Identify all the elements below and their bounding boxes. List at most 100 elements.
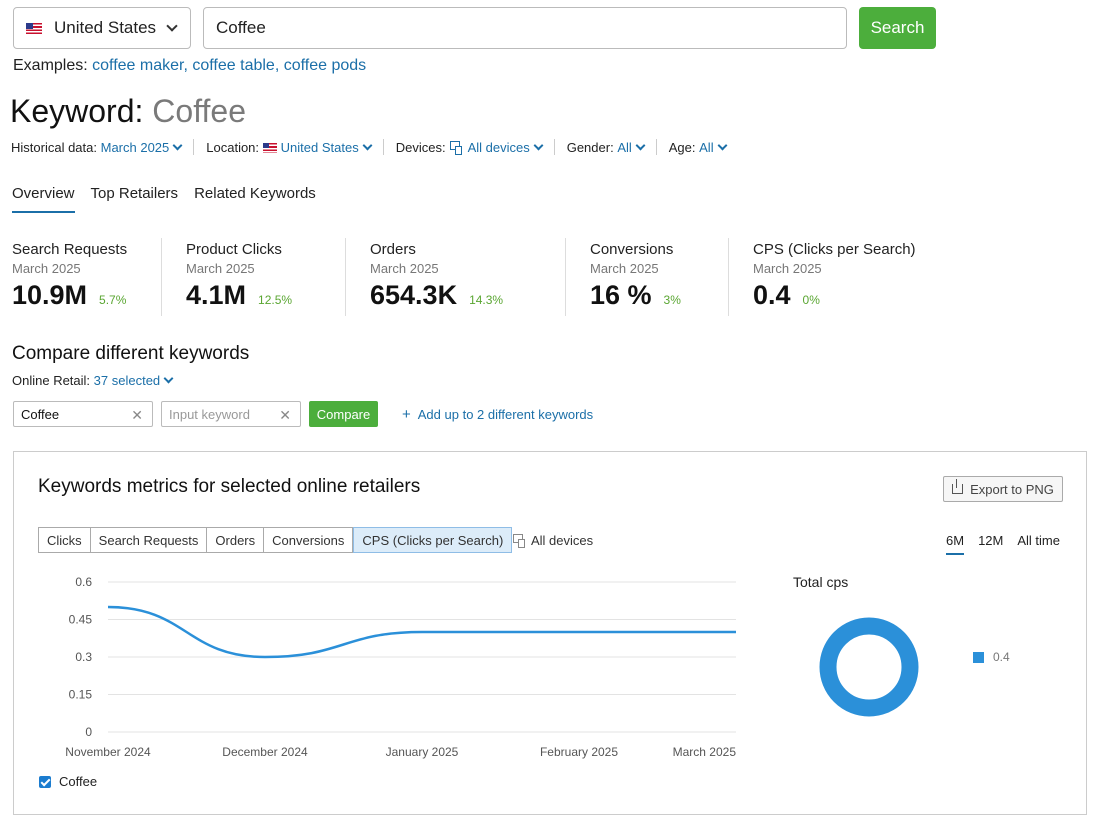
metric-value: 16 % [590,280,652,310]
x-tick-label: November 2024 [65,745,151,759]
plus-icon: + [402,406,411,423]
metric-product-clicks: Product Clicks March 2025 4.1M 12.5% [186,238,346,316]
metric-change: 0% [802,293,820,307]
metric-value: 4.1M [186,280,247,310]
metric-search-requests: Search Requests March 2025 10.9M 5.7% [12,238,162,316]
add-keywords-label: Add up to 2 different keywords [417,407,594,422]
close-icon[interactable]: ✕ [279,407,291,423]
tab-cps[interactable]: CPS (Clicks per Search) [353,527,513,553]
chevron-down-icon [533,140,544,150]
metric-name: Product Clicks [186,241,282,258]
export-label: Export to PNG [970,481,1054,497]
metric-change: 5.7% [99,293,127,307]
chevron-down-icon [717,140,728,150]
gender-value: All [617,139,632,155]
devices-icon [449,140,462,155]
x-tick-label: December 2024 [222,745,308,759]
export-icon [952,479,964,494]
retail-label: Online Retail: [12,373,91,388]
historical-value: March 2025 [100,139,170,155]
metric-value: 0.4 [753,280,791,310]
legend-label: Coffee [59,774,98,789]
metric-name: Orders [370,241,416,258]
divider [655,139,657,155]
divider [382,139,384,155]
historical-label: Historical data: [11,139,97,155]
metric-cps: CPS (Clicks per Search) March 2025 0.4 0% [753,238,953,316]
keyword-input-value: Coffee [21,406,60,422]
search-input[interactable] [203,7,847,49]
title-keyword: Coffee [152,93,246,129]
export-png-button[interactable]: Export to PNG [943,476,1063,502]
metric-orders: Orders March 2025 654.3K 14.3% [370,238,566,316]
x-tick-label: February 2025 [540,745,618,759]
metric-date: March 2025 [12,261,81,276]
x-tick-label: January 2025 [386,745,459,759]
compare-title: Compare different keywords [12,343,250,364]
retail-value: 37 selected [93,373,161,388]
range-all-time[interactable]: All time [1017,533,1060,548]
range-12m[interactable]: 12M [978,533,1004,548]
gender-select[interactable]: All [617,139,646,155]
chevron-down-icon [163,373,174,384]
checkbox-icon[interactable] [39,775,51,788]
metric-date: March 2025 [186,261,255,276]
example-link-coffee-table[interactable]: coffee table, [192,57,280,74]
devices-label: Devices: [395,139,446,155]
tab-related-keywords[interactable]: Related Keywords [194,185,316,202]
legend-coffee[interactable]: Coffee [39,774,97,789]
title-prefix: Keyword: [10,93,144,129]
country-label: United States [54,18,157,37]
devices-icon [513,534,525,548]
location-select[interactable]: United States [262,140,373,155]
metric-value: 654.3K [370,280,458,310]
metric-name: Conversions [590,241,674,258]
example-link-coffee-maker[interactable]: coffee maker, [92,57,188,74]
keyword-input-2[interactable]: Input keyword ✕ [161,401,301,427]
chevron-down-icon [172,140,183,150]
metric-change: 12.5% [258,293,293,307]
historical-select[interactable]: March 2025 [100,139,183,155]
age-select[interactable]: All [699,139,728,155]
range-6m[interactable]: 6M [946,533,965,555]
total-title: Total cps [793,574,849,590]
age-value: All [699,139,714,155]
examples: Examples: coffee maker, coffee table, co… [13,57,366,75]
panel-title: Keywords metrics for selected online ret… [38,476,421,497]
tab-conversions[interactable]: Conversions [264,527,354,553]
filter-bar: Historical data: March 2025 Location: Un… [11,139,728,155]
tab-overview[interactable]: Overview [12,185,75,213]
location-label: Location: [206,139,260,155]
keyword-input-1[interactable]: Coffee ✕ [13,401,153,427]
add-keywords-link[interactable]: + Add up to 2 different keywords [402,406,593,423]
devices-select[interactable]: All devices [446,140,544,155]
y-tick-label: 0.15 [69,688,93,702]
age-label: Age: [668,139,696,155]
donut-chart [819,617,919,717]
line-chart: 0.6 0.45 0.3 0.15 0 November 2024 December 202… [65,575,737,759]
search-button[interactable]: Search [859,7,936,49]
metric-name: Search Requests [12,241,128,258]
example-link-coffee-pods[interactable]: coffee pods [283,57,367,74]
x-tick-label: March 2025 [673,745,737,759]
country-select[interactable]: United States [13,7,191,49]
metrics-row: Search Requests March 2025 10.9M 5.7% Pro… [12,238,977,316]
series-line-coffee [107,605,736,659]
close-icon[interactable]: ✕ [131,407,143,423]
chevron-down-icon [635,140,646,150]
metric-date: March 2025 [590,261,659,276]
tab-orders[interactable]: Orders [207,527,265,553]
compare-button[interactable]: Compare [309,401,378,427]
main-tabs: Overview Top Retailers Related Keywords [12,185,316,213]
tab-top-retailers[interactable]: Top Retailers [90,185,179,202]
chevron-down-icon [362,140,373,150]
tab-clicks[interactable]: Clicks [38,527,91,553]
divider [193,139,195,155]
divider [553,139,555,155]
retail-select[interactable]: 37 selected [93,373,174,388]
chevron-down-icon [166,20,178,32]
tab-search-requests[interactable]: Search Requests [90,527,208,553]
metric-date: March 2025 [753,261,822,276]
range-tabs: 6M 12M All time [946,533,1060,555]
chart-devices[interactable]: All devices [509,533,593,548]
